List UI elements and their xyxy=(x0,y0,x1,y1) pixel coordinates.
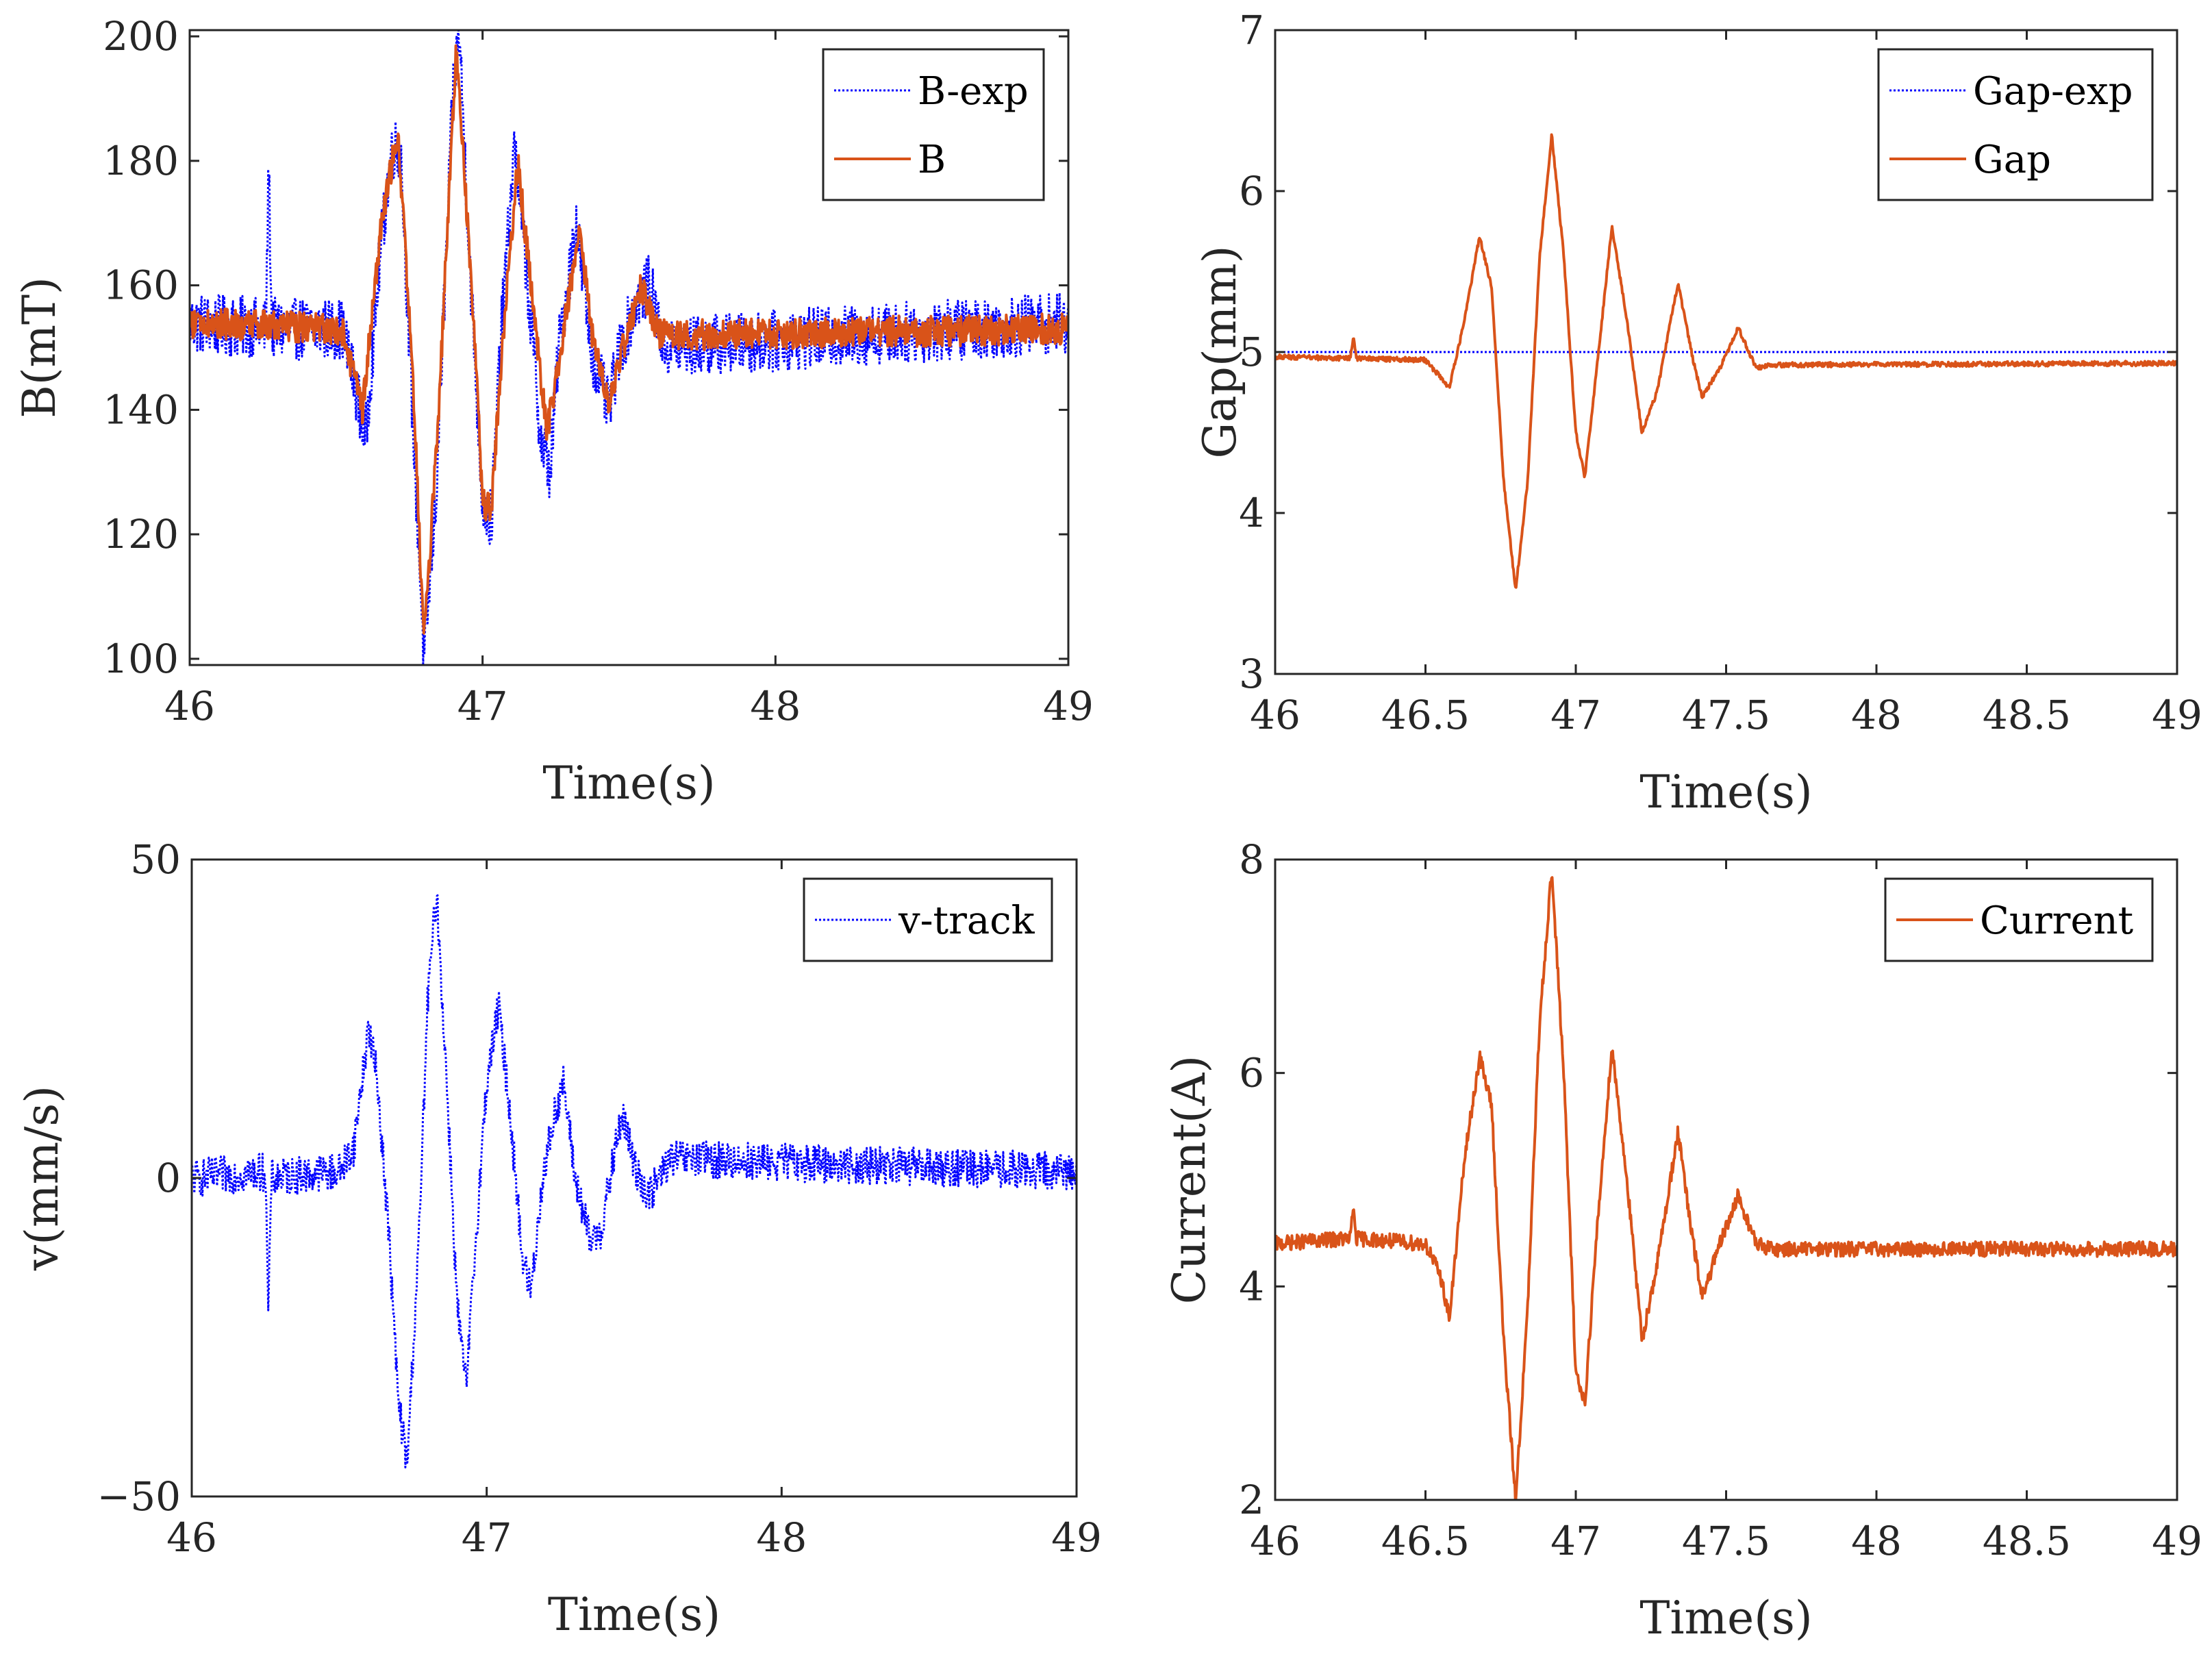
legend-label-v-track: v-track xyxy=(898,899,1035,943)
y-tick-label: 4 xyxy=(1239,1263,1264,1310)
x-tick-label: 46.5 xyxy=(1381,692,1470,738)
x-tick-label: 46 xyxy=(164,683,215,729)
x-axis-label: Time(s) xyxy=(542,757,715,810)
x-tick-label: 48 xyxy=(1851,1518,1902,1564)
legend-label-b-exp: B-exp xyxy=(918,69,1029,114)
panel-b-field: 46 47 48 49 100 120 140 160 180 200 Time(s) B(mT) B-… xyxy=(13,13,1094,810)
legend-box xyxy=(822,48,1045,201)
legend-label-gap: Gap xyxy=(1973,138,2051,182)
x-axis-label: Time(s) xyxy=(1639,766,1812,818)
x-tick-label: 47 xyxy=(462,1514,512,1561)
x-tick-label: 46.5 xyxy=(1381,1518,1470,1564)
legend-label-b: B xyxy=(918,138,946,182)
plot-frame xyxy=(188,29,1070,666)
x-tick-label: 49 xyxy=(2152,1518,2202,1564)
y-tick-label: 5 xyxy=(1239,329,1264,375)
y-tick-label: 4 xyxy=(1239,490,1264,536)
legend-box xyxy=(1884,877,2154,962)
x-tick-label: 47 xyxy=(1550,692,1601,738)
x-tick-label: 47 xyxy=(457,683,508,729)
y-tick-label: 160 xyxy=(103,262,179,309)
panel-track-velocity: 46 47 48 49 −50 0 50 Time(s) v(mm/s) v-track xyxy=(16,836,1102,1641)
y-tick-label: 3 xyxy=(1239,651,1264,697)
x-axis-label: Time(s) xyxy=(548,1588,720,1641)
legend-label-gap-exp: Gap-exp xyxy=(1973,69,2133,114)
x-tick-label: 49 xyxy=(1051,1514,1102,1561)
y-axis-label: v(mm/s) xyxy=(16,1086,68,1271)
x-tick-label: 48.5 xyxy=(1983,1518,2071,1564)
x-tick-label: 49 xyxy=(1043,683,1094,729)
legend-box xyxy=(1877,48,2154,201)
series-line-b xyxy=(190,44,1068,635)
x-tick-label: 48.5 xyxy=(1983,692,2071,738)
y-tick-label: 200 xyxy=(103,13,179,60)
y-tick-label: 0 xyxy=(155,1155,181,1201)
y-tick-label: 8 xyxy=(1239,836,1264,883)
y-axis-label: B(mT) xyxy=(13,277,66,418)
y-tick-label: 6 xyxy=(1239,168,1264,214)
x-tick-label: 48 xyxy=(756,1514,807,1561)
y-tick-label: 180 xyxy=(103,138,179,184)
series-line-current xyxy=(1275,876,2177,1500)
x-tick-label: 48 xyxy=(750,683,801,729)
y-tick-label: 100 xyxy=(103,636,179,682)
x-tick-label: 49 xyxy=(2152,692,2202,738)
legend-label-current: Current xyxy=(1980,899,2134,943)
series-line-gap xyxy=(1275,133,2177,589)
y-tick-label: 120 xyxy=(103,511,179,557)
x-axis-label: Time(s) xyxy=(1639,1592,1812,1644)
x-tick-label: 47.5 xyxy=(1682,692,1770,738)
y-tick-label: 50 xyxy=(130,836,181,883)
y-tick-label: 140 xyxy=(103,386,179,433)
y-axis-label: Gap(mm) xyxy=(1194,246,1246,459)
x-tick-label: 46 xyxy=(1250,1518,1300,1564)
y-tick-label: 2 xyxy=(1239,1477,1264,1523)
x-tick-label: 46 xyxy=(166,1514,217,1561)
series-line-v-track xyxy=(192,894,1077,1468)
x-tick-label: 47 xyxy=(1550,1518,1601,1564)
x-tick-label: 46 xyxy=(1250,692,1300,738)
panel-current: 46 46.5 47 47.5 48 48.5 492468Time(s)Current(A… xyxy=(1163,836,2202,1644)
y-axis-label: Current(A) xyxy=(1163,1055,1216,1304)
y-tick-label: 7 xyxy=(1239,7,1264,53)
y-tick-label: −50 xyxy=(97,1473,181,1520)
x-tick-label: 48 xyxy=(1851,692,1902,738)
panel-gap: 46 46.5 47 47.5 48 48.5 49 3 4 5 6 7 Time(s) Gap(mm) G… xyxy=(1194,7,2202,818)
x-tick-label: 47.5 xyxy=(1682,1518,1770,1564)
y-tick-label: 6 xyxy=(1239,1050,1264,1097)
